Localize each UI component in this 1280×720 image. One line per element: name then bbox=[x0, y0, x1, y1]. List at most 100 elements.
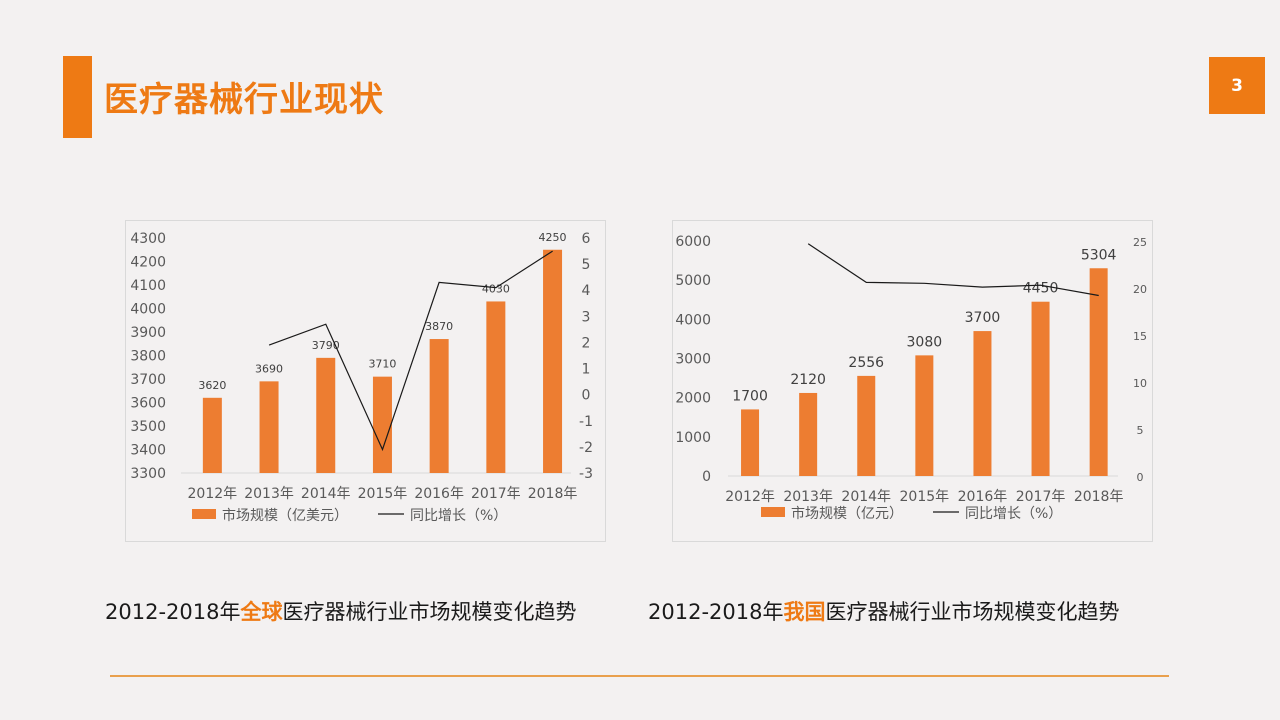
category-label: 2018年 bbox=[1074, 489, 1124, 505]
category-label: 2012年 bbox=[188, 486, 238, 502]
right-axis-tick-label: -2 bbox=[579, 440, 593, 456]
legend-bar-label: 市场规模（亿美元） bbox=[222, 507, 348, 524]
bar bbox=[741, 409, 760, 476]
bar-data-label: 1700 bbox=[732, 388, 768, 404]
legend-bar-swatch bbox=[192, 509, 216, 519]
bar-data-label: 3710 bbox=[368, 358, 396, 371]
category-label: 2016年 bbox=[414, 486, 464, 502]
bar-data-label: 4030 bbox=[482, 282, 510, 295]
right-axis-tick-label: 0 bbox=[582, 388, 591, 404]
category-label: 2013年 bbox=[783, 489, 833, 505]
bar bbox=[486, 301, 506, 473]
caption-suffix: 医疗器械行业市场规模变化趋势 bbox=[282, 600, 577, 624]
bar-data-label: 3790 bbox=[312, 339, 340, 352]
category-label: 2014年 bbox=[301, 486, 351, 502]
legend-line-label: 同比增长（%） bbox=[410, 508, 507, 524]
bottom-divider bbox=[110, 675, 1169, 677]
slide-title: 医疗器械行业现状 bbox=[104, 80, 384, 120]
caption-highlight: 我国 bbox=[783, 600, 826, 624]
bar-data-label: 4250 bbox=[539, 231, 567, 244]
bar bbox=[799, 392, 818, 476]
global-market-chart-svg: 3300 3400 3500 3600 3700 3800 3900 4000 4100 4200… bbox=[130, 231, 593, 524]
bar bbox=[202, 397, 222, 473]
left-axis-tick-label: 3300 bbox=[130, 466, 166, 482]
bar bbox=[259, 381, 279, 473]
category-label: 2014年 bbox=[841, 489, 891, 505]
bar-data-label: 2120 bbox=[790, 372, 826, 388]
title-accent-bar bbox=[63, 56, 92, 138]
bar bbox=[915, 355, 934, 476]
right-axis-tick-label: 0 bbox=[1137, 471, 1144, 484]
page-number: 3 bbox=[1231, 75, 1243, 96]
caption-prefix: 2012-2018年 bbox=[105, 600, 241, 624]
caption-prefix: 2012-2018年 bbox=[648, 600, 784, 624]
caption-suffix: 医疗器械行业市场规模变化趋势 bbox=[825, 600, 1120, 624]
right-axis-tick-label: 25 bbox=[1133, 236, 1147, 249]
bar-data-label: 3080 bbox=[907, 334, 943, 350]
right-axis-tick-label: 5 bbox=[582, 257, 591, 273]
left-axis-tick-label: 2000 bbox=[675, 391, 711, 407]
caption-highlight: 全球 bbox=[240, 600, 283, 624]
right-axis-tick-label: 15 bbox=[1133, 330, 1147, 343]
bar-data-label: 3620 bbox=[198, 379, 226, 392]
category-label: 2012年 bbox=[725, 489, 775, 505]
left-axis-tick-label: 4000 bbox=[130, 302, 166, 318]
left-axis-tick-label: 3800 bbox=[130, 349, 166, 365]
left-axis-tick-label: 3700 bbox=[130, 372, 166, 388]
bar-data-label: 4450 bbox=[1023, 281, 1059, 297]
left-axis-tick-label: 4200 bbox=[130, 255, 166, 271]
left-axis-tick-label: 5000 bbox=[675, 273, 711, 289]
china-market-chart-svg: 0 1000 2000 3000 4000 5000 6000 0 5 10 15 20 25 1700 2… bbox=[675, 234, 1147, 522]
category-label: 2017年 bbox=[471, 486, 521, 502]
growth-line bbox=[268, 250, 553, 452]
left-axis-tick-label: 3500 bbox=[130, 419, 166, 435]
legend-bar-label: 市场规模（亿元） bbox=[791, 505, 903, 522]
category-label: 2017年 bbox=[1016, 489, 1066, 505]
legend-line-label: 同比增长（%） bbox=[965, 506, 1062, 522]
category-label: 2015年 bbox=[900, 489, 950, 505]
left-axis-tick-label: 1000 bbox=[675, 430, 711, 446]
left-axis-tick-label: 3600 bbox=[130, 396, 166, 412]
bar bbox=[1089, 268, 1108, 476]
page-number-badge: 3 bbox=[1209, 57, 1265, 114]
category-label: 2013年 bbox=[244, 486, 294, 502]
category-label: 2016年 bbox=[958, 489, 1008, 505]
bar bbox=[973, 331, 992, 476]
bar bbox=[316, 357, 336, 473]
right-axis-tick-label: 6 bbox=[582, 231, 591, 247]
right-axis-tick-label: -1 bbox=[579, 414, 593, 430]
bar-data-label: 3870 bbox=[425, 320, 453, 333]
right-axis-tick-label: 4 bbox=[582, 283, 591, 299]
category-label: 2015年 bbox=[358, 486, 408, 502]
global-market-chart: 3300 3400 3500 3600 3700 3800 3900 4000 4100 4200… bbox=[125, 220, 606, 542]
right-axis-tick-label: 3 bbox=[582, 309, 591, 325]
bar bbox=[1031, 301, 1050, 476]
growth-line bbox=[807, 243, 1099, 297]
left-axis-tick-label: 4300 bbox=[130, 231, 166, 247]
right-axis-tick-label: 10 bbox=[1133, 377, 1147, 390]
left-axis-tick-label: 6000 bbox=[675, 234, 711, 250]
bar-data-label: 3700 bbox=[965, 310, 1001, 326]
right-axis-tick-label: 1 bbox=[582, 362, 591, 378]
left-axis-tick-label: 4000 bbox=[675, 312, 711, 328]
global-chart-caption: 2012-2018年全球医疗器械行业市场规模变化趋势 bbox=[105, 597, 576, 627]
left-axis-tick-label: 3900 bbox=[130, 325, 166, 341]
bar bbox=[857, 375, 876, 476]
bar bbox=[429, 339, 449, 473]
bar-data-label: 2556 bbox=[848, 355, 884, 371]
right-axis-tick-label: 20 bbox=[1133, 283, 1147, 296]
left-axis-tick-label: 3400 bbox=[130, 443, 166, 459]
left-axis-tick-label: 0 bbox=[702, 469, 711, 485]
category-label: 2018年 bbox=[528, 486, 578, 502]
right-axis-tick-label: 2 bbox=[582, 335, 591, 351]
bar bbox=[372, 376, 392, 473]
left-axis-tick-label: 4100 bbox=[130, 278, 166, 294]
china-chart-caption: 2012-2018年我国医疗器械行业市场规模变化趋势 bbox=[648, 597, 1119, 627]
china-market-chart: 0 1000 2000 3000 4000 5000 6000 0 5 10 15 20 25 1700 2… bbox=[672, 220, 1153, 542]
right-axis-tick-label: 5 bbox=[1137, 424, 1144, 437]
legend-bar-swatch bbox=[761, 507, 785, 517]
bar-data-label: 5304 bbox=[1081, 247, 1117, 263]
bar bbox=[543, 249, 563, 473]
right-axis-tick-label: -3 bbox=[579, 466, 593, 482]
left-axis-tick-label: 3000 bbox=[675, 352, 711, 368]
